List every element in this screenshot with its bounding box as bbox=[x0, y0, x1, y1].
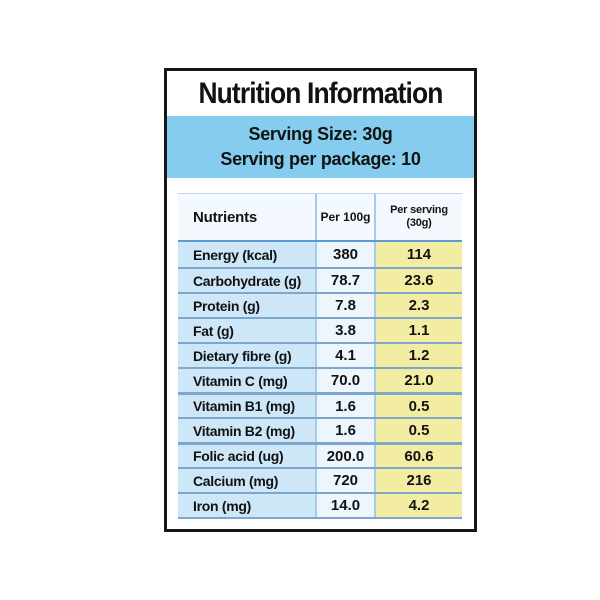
nutrient-name: Folic acid (ug) bbox=[178, 445, 315, 467]
serving-per-package-text: Serving per package: 10 bbox=[220, 149, 421, 169]
header-per-serving-line2: (30g) bbox=[406, 217, 432, 229]
table-row: Energy (kcal) 380 114 bbox=[178, 242, 462, 267]
per-serving-value: 4.2 bbox=[374, 494, 462, 517]
nutrient-name: Iron (mg) bbox=[178, 494, 315, 517]
table-row: Protein (g) 7.8 2.3 bbox=[178, 292, 462, 317]
per-100g-value: 70.0 bbox=[315, 369, 374, 392]
nutrient-name: Energy (kcal) bbox=[178, 242, 315, 267]
nutrition-label: Nutrition Information Serving Size: 30g … bbox=[164, 68, 477, 532]
table-row: Dietary fibre (g) 4.1 1.2 bbox=[178, 342, 462, 367]
per-serving-value: 21.0 bbox=[374, 369, 462, 392]
table-row: Vitamin B1 (mg) 1.6 0.5 bbox=[178, 392, 462, 417]
per-serving-value: 2.3 bbox=[374, 294, 462, 317]
nutrient-name: Fat (g) bbox=[178, 319, 315, 342]
label-title: Nutrition Information bbox=[198, 77, 443, 110]
per-serving-value: 1.1 bbox=[374, 319, 462, 342]
per-serving-value: 23.6 bbox=[374, 269, 462, 292]
table-row: Fat (g) 3.8 1.1 bbox=[178, 317, 462, 342]
per-serving-value: 0.5 bbox=[374, 419, 462, 442]
table-row: Vitamin B2 (mg) 1.6 0.5 bbox=[178, 417, 462, 442]
table-row: Iron (mg) 14.0 4.2 bbox=[178, 492, 462, 517]
per-100g-value: 1.6 bbox=[315, 395, 374, 417]
header-per-serving: Per serving (30g) bbox=[374, 194, 462, 240]
table-body: Energy (kcal) 380 114 Carbohydrate (g) 7… bbox=[178, 242, 462, 517]
nutrition-table: Nutrients Per 100g Per serving (30g) Ene… bbox=[178, 193, 462, 519]
per-100g-value: 1.6 bbox=[315, 419, 374, 442]
per-100g-value: 3.8 bbox=[315, 319, 374, 342]
table-row: Vitamin C (mg) 70.0 21.0 bbox=[178, 367, 462, 392]
nutrient-name: Vitamin B2 (mg) bbox=[178, 419, 315, 442]
per-serving-value: 0.5 bbox=[374, 395, 462, 417]
table-row: Folic acid (ug) 200.0 60.6 bbox=[178, 442, 462, 467]
table-row: Carbohydrate (g) 78.7 23.6 bbox=[178, 267, 462, 292]
header-per-100g: Per 100g bbox=[315, 194, 374, 240]
per-serving-value: 1.2 bbox=[374, 344, 462, 367]
per-100g-value: 380 bbox=[315, 242, 374, 267]
nutrient-name: Protein (g) bbox=[178, 294, 315, 317]
per-serving-value: 60.6 bbox=[374, 445, 462, 467]
per-100g-value: 78.7 bbox=[315, 269, 374, 292]
nutrient-name: Dietary fibre (g) bbox=[178, 344, 315, 367]
table-row: Calcium (mg) 720 216 bbox=[178, 467, 462, 492]
header-nutrients: Nutrients bbox=[178, 194, 315, 240]
per-100g-value: 200.0 bbox=[315, 445, 374, 467]
nutrient-name: Vitamin C (mg) bbox=[178, 369, 315, 392]
per-100g-value: 14.0 bbox=[315, 494, 374, 517]
per-100g-value: 7.8 bbox=[315, 294, 374, 317]
nutrient-name: Carbohydrate (g) bbox=[178, 269, 315, 292]
per-100g-value: 720 bbox=[315, 469, 374, 492]
nutrient-name: Calcium (mg) bbox=[178, 469, 315, 492]
header-per-serving-line1: Per serving bbox=[390, 204, 448, 216]
per-serving-value: 114 bbox=[374, 242, 462, 267]
per-serving-value: 216 bbox=[374, 469, 462, 492]
serving-banner: Serving Size: 30g Serving per package: 1… bbox=[167, 116, 474, 178]
serving-size-text: Serving Size: 30g bbox=[248, 124, 393, 144]
nutrient-name: Vitamin B1 (mg) bbox=[178, 395, 315, 417]
table-header-row: Nutrients Per 100g Per serving (30g) bbox=[178, 193, 462, 242]
per-100g-value: 4.1 bbox=[315, 344, 374, 367]
